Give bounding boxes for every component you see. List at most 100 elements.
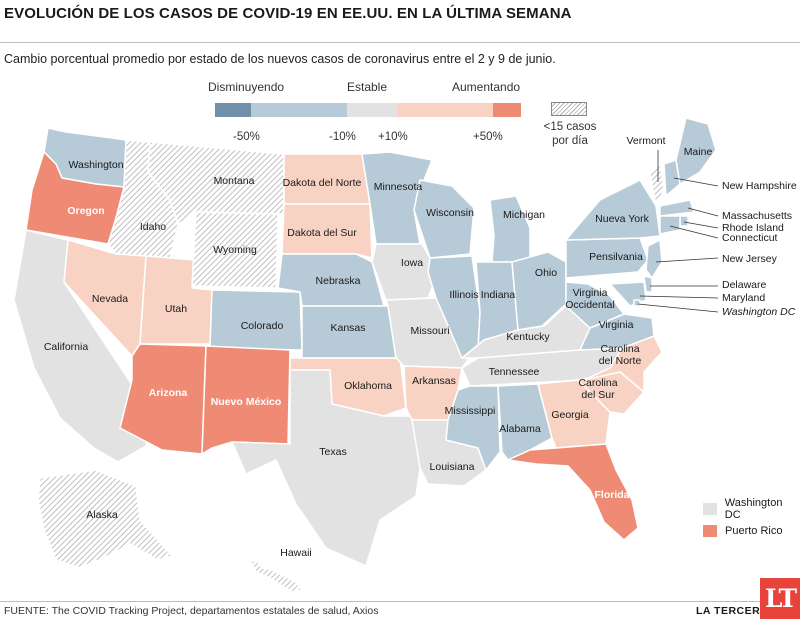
- legend-tick-minus50: -50%: [233, 131, 260, 143]
- state-label-maryland: Maryland: [722, 292, 765, 304]
- state-label-alabama: Alabama: [499, 423, 541, 435]
- state-label-wyoming: Wyoming: [213, 244, 257, 256]
- state-label-hawaii: Hawaii: [280, 547, 312, 559]
- state-rhode-island: [679, 215, 689, 227]
- state-connecticut: [659, 215, 681, 235]
- state-label-nuevo-mexico: Nuevo México: [211, 396, 282, 408]
- territory-label-dc: Washington DC: [724, 497, 783, 521]
- legend-increasing-label: Aumentando: [452, 80, 521, 94]
- legend-tick-plus50: +50%: [473, 131, 503, 143]
- state-label-montana: Montana: [214, 175, 255, 187]
- state-washington-dc: [633, 299, 641, 307]
- legend-swatch-inc-strong: [493, 103, 521, 117]
- state-label-georgia: Georgia: [551, 409, 589, 421]
- state-label-florida: Florida: [594, 489, 629, 501]
- state-label-dakota-del-sur: Dakota del Sur: [287, 227, 357, 239]
- leader-line-connecticut: [669, 225, 719, 239]
- state-label-colorado: Colorado: [241, 320, 284, 332]
- state-label-kentucky: Kentucky: [506, 331, 550, 343]
- state-label-oklahoma: Oklahoma: [344, 380, 392, 392]
- state-label-alaska: Alaska: [86, 509, 118, 521]
- state-wyoming: [191, 211, 279, 289]
- state-label-illinois: Illinois: [449, 289, 478, 301]
- state-label-kansas: Kansas: [330, 322, 365, 334]
- state-label-mississippi: Mississippi: [445, 405, 496, 417]
- territory-label-pr: Puerto Rico: [725, 525, 783, 537]
- state-label-minnesota: Minnesota: [374, 181, 423, 193]
- state-label-nueva-york: Nueva York: [595, 213, 649, 225]
- state-new-jersey: [645, 239, 663, 279]
- state-florida: [507, 443, 639, 541]
- state-label-washington: Washington: [68, 159, 123, 171]
- legend-swatch-dec: [251, 103, 347, 117]
- state-label-iowa: Iowa: [401, 257, 423, 269]
- state-label-rhode-island: Rhode Island: [722, 222, 784, 234]
- state-virginia-occidental: [565, 281, 625, 329]
- state-hawaii: [249, 559, 303, 593]
- brand-name: LA TERCERA: [696, 605, 769, 617]
- state-alaska: [37, 469, 173, 569]
- legend-decreasing-label: Disminuyendo: [208, 80, 285, 94]
- state-label-arkansas: Arkansas: [412, 375, 456, 387]
- territories-legend: Washington DC Puerto Rico: [703, 497, 800, 542]
- state-dakota-del-sur: [281, 203, 373, 259]
- state-massachusetts: [659, 199, 695, 217]
- state-label-massachusetts: Massachusetts: [722, 210, 792, 222]
- legend-swatch-inc: [397, 103, 493, 117]
- state-label-arizona: Arizona: [149, 387, 188, 399]
- state-label-indiana: Indiana: [481, 289, 516, 301]
- state-label-connecticut: Connecticut: [722, 232, 778, 244]
- state-label-nebraska: Nebraska: [316, 275, 361, 287]
- territory-swatch-dc: [703, 503, 717, 515]
- state-label-virginia: Virginia: [599, 319, 634, 331]
- state-nueva-york: [565, 179, 661, 241]
- state-label-michigan: Michigan: [503, 209, 545, 221]
- leader-line-new-hampshire: [673, 177, 719, 187]
- legend-swatch-stable: [347, 103, 397, 117]
- legend-swatch-dec-strong: [215, 103, 251, 117]
- state-delaware: [643, 275, 653, 293]
- state-label-delaware: Delaware: [722, 279, 767, 291]
- state-label-carolina-del-sur: Carolina del Sur: [578, 377, 617, 401]
- color-legend: Disminuyendo Estable Aumentando -50% -10…: [205, 80, 605, 150]
- top-divider: [0, 42, 800, 43]
- state-label-carolina-del-norte: Carolina del Norte: [599, 343, 642, 367]
- state-label-virginia-occidental: Virginia Occidental: [565, 287, 615, 311]
- state-label-pensilvania: Pensilvania: [589, 251, 643, 263]
- state-texas: [231, 369, 421, 567]
- map-title: EVOLUCIÓN DE LOS CASOS DE COVID-19 EN EE…: [4, 5, 572, 22]
- state-label-wisconsin: Wisconsin: [426, 207, 474, 219]
- leader-line-washington-dc: [637, 303, 719, 313]
- state-label-washington-dc: Washington DC: [722, 306, 796, 318]
- state-label-new-hampshire: New Hampshire: [722, 180, 797, 192]
- map-subtitle: Cambio porcentual promedio por estado de…: [4, 52, 556, 66]
- brand-logo: LT: [760, 578, 800, 619]
- state-label-missouri: Missouri: [410, 325, 449, 337]
- legend-tick-plus10: +10%: [378, 131, 408, 143]
- territory-swatch-pr: [703, 525, 717, 537]
- state-label-new-jersey: New Jersey: [722, 253, 778, 265]
- legend-stable-label: Estable: [347, 80, 388, 94]
- legend-tick-minus10: -10%: [329, 131, 356, 143]
- bottom-divider: [0, 601, 760, 602]
- state-label-texas: Texas: [319, 446, 346, 458]
- state-label-utah: Utah: [165, 303, 187, 315]
- source-note: FUENTE: The COVID Tracking Project, depa…: [4, 605, 379, 617]
- state-label-maine: Maine: [684, 146, 713, 158]
- state-label-california: California: [44, 341, 89, 353]
- territory-row-pr: Puerto Rico: [703, 520, 800, 542]
- legend-low-cases-label: <15 casos por día: [543, 121, 597, 147]
- state-label-ohio: Ohio: [535, 267, 557, 279]
- state-maine: [675, 117, 717, 185]
- territory-row-dc: Washington DC: [703, 497, 800, 521]
- leader-line-new-jersey: [655, 257, 719, 263]
- state-label-nevada: Nevada: [92, 293, 128, 305]
- leader-line-rhode-island: [683, 221, 719, 229]
- state-wisconsin: [413, 179, 475, 259]
- leader-line-maryland: [639, 295, 719, 299]
- state-label-louisiana: Louisiana: [430, 461, 475, 473]
- state-label-idaho: Idaho: [140, 221, 166, 233]
- leader-line-massachusetts: [687, 207, 719, 217]
- state-label-oregon: Oregon: [67, 205, 104, 217]
